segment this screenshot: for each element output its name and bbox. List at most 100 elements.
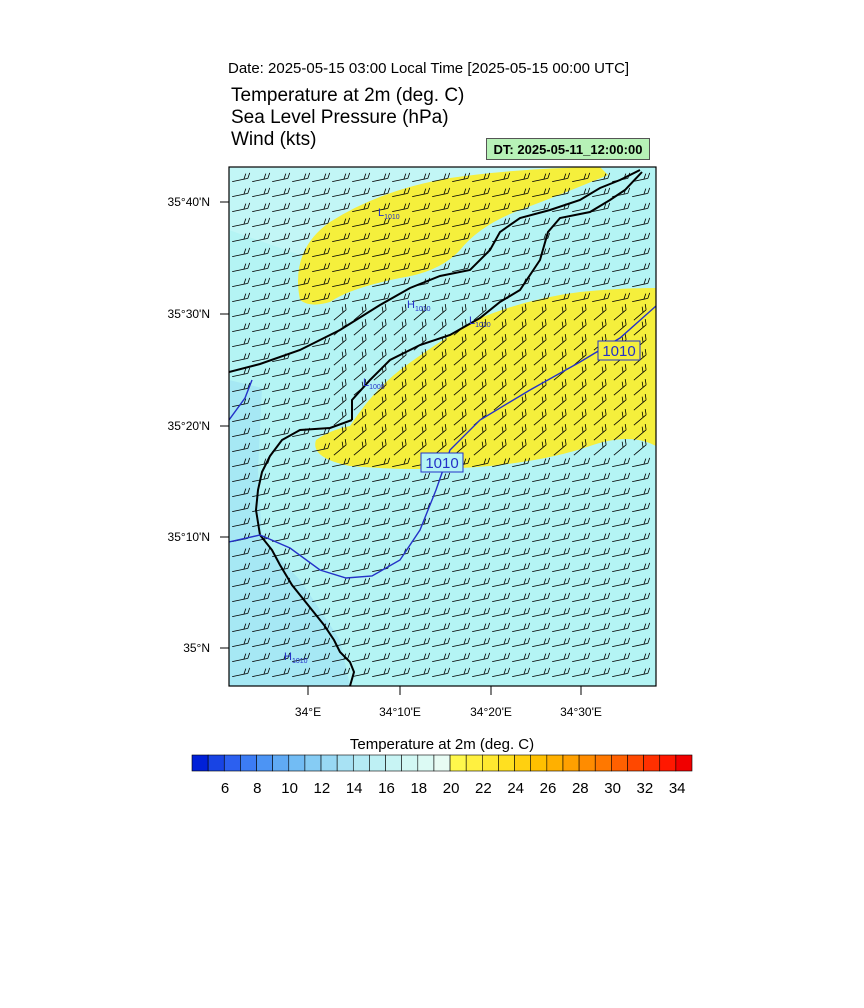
wind-barb: [432, 622, 451, 633]
wind-barb: [573, 334, 587, 351]
wind-barb: [512, 592, 531, 603]
wind-barb: [592, 247, 611, 258]
wind-barb: [593, 304, 607, 321]
colorbar-swatch: [530, 754, 548, 772]
wind-barb: [232, 382, 251, 393]
wind-barb: [292, 277, 311, 288]
wind-barb: [232, 652, 251, 663]
wind-barb: [252, 637, 271, 648]
wind-barb: [312, 412, 331, 423]
wind-barb: [512, 187, 531, 198]
wind-barb: [413, 319, 427, 336]
colorbar-label: 12: [313, 780, 331, 797]
wind-barb: [392, 457, 411, 468]
wind-barb: [512, 667, 531, 678]
wind-barb: [413, 424, 427, 441]
colorbar-swatch: [272, 754, 290, 772]
wind-barb: [252, 202, 271, 213]
wind-barb: [373, 319, 387, 336]
wind-barb: [453, 304, 467, 321]
wind-barb: [232, 187, 251, 198]
colorbar-swatch: [256, 754, 273, 772]
wind-barb: [513, 439, 527, 456]
wind-barb: [352, 667, 371, 678]
wind-barb: [412, 232, 431, 243]
wind-barb: [593, 439, 607, 456]
wind-barb: [553, 394, 567, 411]
wind-barb: [232, 262, 251, 273]
wind-barb: [352, 607, 371, 618]
wind-barb: [292, 442, 311, 453]
wind-barb: [272, 367, 291, 378]
wind-barb: [232, 577, 251, 588]
wind-barb: [592, 592, 611, 603]
wind-barb: [352, 292, 371, 303]
wind-barb: [272, 622, 291, 633]
wind-barb: [412, 487, 431, 498]
wind-barb: [393, 319, 407, 336]
wind-barb: [552, 187, 571, 198]
wind-barb: [593, 424, 607, 441]
wind-barb: [333, 394, 347, 411]
wind-barb: [292, 172, 311, 183]
wind-barb: [392, 277, 411, 288]
wind-barb: [452, 202, 471, 213]
wind-barb: [493, 379, 507, 396]
wind-barb: [292, 622, 311, 633]
wind-barb: [533, 394, 547, 411]
wind-barb: [312, 502, 331, 513]
wind-barb: [432, 607, 451, 618]
wind-barb: [372, 607, 391, 618]
colorbar-swatch: [223, 754, 241, 772]
wind-barb: [472, 172, 491, 183]
wind-barb: [512, 502, 531, 513]
wind-barb: [252, 277, 271, 288]
wind-barb: [312, 397, 331, 408]
wind-barb: [452, 607, 471, 618]
wind-barb: [452, 532, 471, 543]
wind-barb: [272, 412, 291, 423]
wind-barb: [272, 637, 291, 648]
wind-barb: [352, 637, 371, 648]
wind-barb: [572, 262, 591, 273]
wind-barb: [392, 472, 411, 483]
wind-barb: [352, 577, 371, 588]
wind-barb: [433, 394, 447, 411]
wind-barb: [413, 349, 427, 366]
wind-barb: [252, 547, 271, 558]
wind-barb: [452, 487, 471, 498]
wind-barb: [272, 562, 291, 573]
wind-barb: [432, 232, 451, 243]
wind-barb: [552, 622, 571, 633]
wind-barb: [252, 667, 271, 678]
wind-barb: [272, 517, 291, 528]
colorbar-swatch: [627, 754, 644, 772]
wind-barb: [512, 637, 531, 648]
wind-barb: [392, 577, 411, 588]
warm-region-east: [315, 288, 656, 469]
wind-barb: [472, 637, 491, 648]
wind-barb: [512, 517, 531, 528]
wind-barb: [632, 247, 651, 258]
wind-barb: [612, 667, 631, 678]
wind-barb: [332, 472, 351, 483]
wind-barb: [252, 487, 271, 498]
wind-barb: [292, 607, 311, 618]
wind-barb: [492, 607, 511, 618]
wind-barb: [433, 304, 447, 321]
colorbar-label: 22: [475, 780, 492, 797]
wind-barb: [632, 232, 651, 243]
wind-barb: [592, 202, 611, 213]
wind-barb: [612, 517, 631, 528]
wind-barb: [592, 667, 611, 678]
wind-barb: [232, 202, 251, 213]
wind-barb: [393, 364, 407, 381]
isobar-west: [229, 379, 253, 421]
wind-barb: [632, 592, 651, 603]
wind-barb: [312, 382, 331, 393]
wind-barb: [372, 667, 391, 678]
wind-barb: [412, 262, 431, 273]
wind-barb: [232, 562, 251, 573]
wind-barb: [352, 562, 371, 573]
wind-barb: [413, 409, 427, 426]
